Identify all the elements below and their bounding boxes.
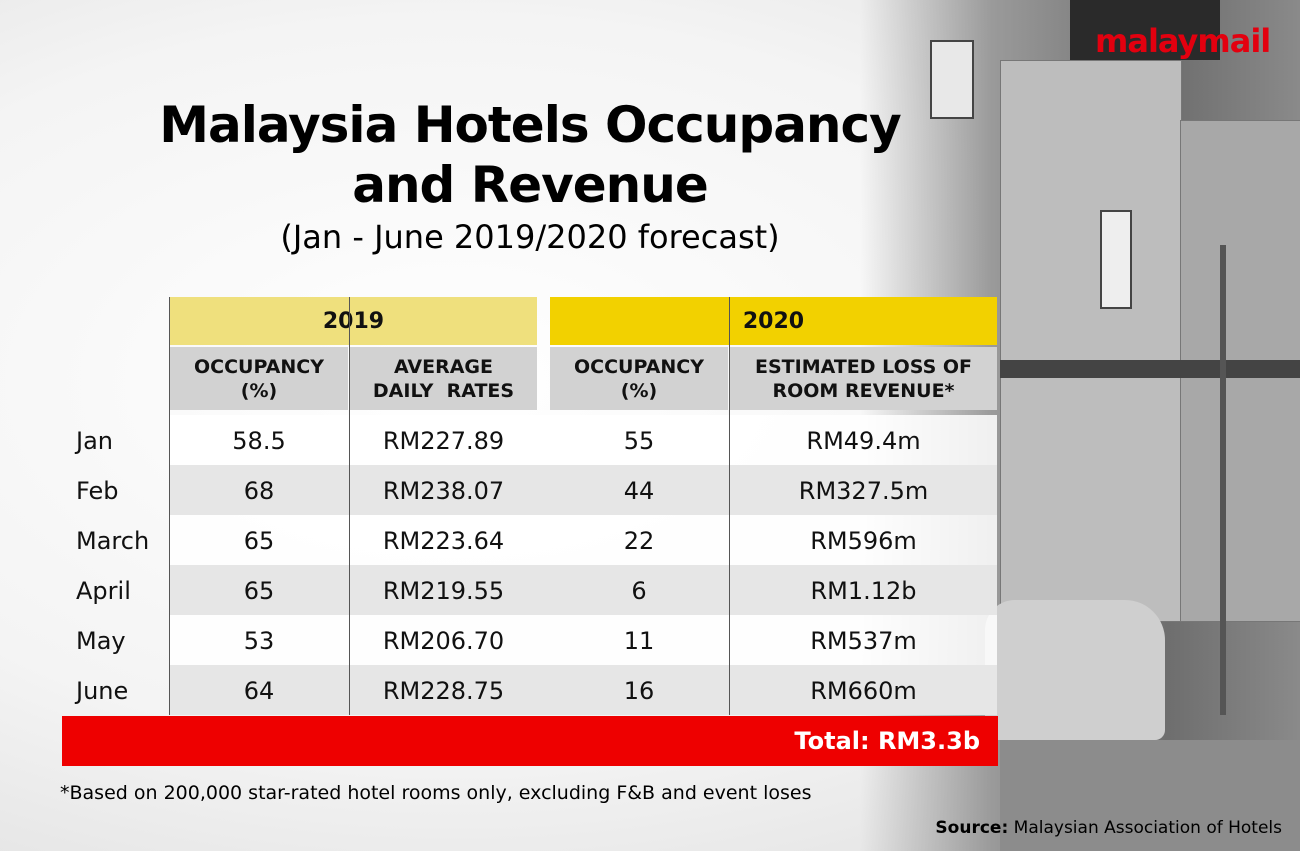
row-label: Feb	[76, 477, 119, 505]
cell: 6	[631, 577, 647, 605]
cell: RM660m	[810, 677, 917, 705]
cell: RM228.75	[382, 677, 505, 705]
cell: 58.5	[232, 427, 286, 455]
row-label: June	[76, 677, 129, 705]
cell: 16	[623, 677, 655, 705]
row-band	[170, 565, 997, 615]
source-label: Source:	[935, 818, 1009, 838]
column-header: OCCUPANCY (%)	[170, 347, 348, 410]
column-header-line: OCCUPANCY	[574, 355, 704, 378]
cell: RM223.64	[382, 527, 505, 555]
column-divider	[169, 297, 170, 715]
building	[1000, 60, 1182, 622]
cell: 11	[623, 627, 655, 655]
column-header: AVERAGE DAILY RATES	[350, 347, 537, 410]
row-band	[170, 615, 997, 665]
cell: 68	[243, 477, 275, 505]
cell: RM227.89	[382, 427, 505, 455]
column-header: ESTIMATED LOSS OF ROOM REVENUE*	[730, 347, 997, 410]
row-band	[170, 515, 997, 565]
title-line: Malaysia Hotels Occupancy	[159, 96, 902, 154]
cell: RM1.12b	[810, 577, 917, 605]
column-header-line: (%)	[240, 379, 278, 402]
row-label: March	[76, 527, 150, 555]
row-band	[170, 665, 997, 715]
sign	[1070, 0, 1220, 60]
cell: 53	[243, 627, 275, 655]
cell: 22	[623, 527, 655, 555]
cell: RM238.07	[382, 477, 505, 505]
source-text: Malaysian Association of Hotels	[1013, 818, 1282, 838]
column-header-line: AVERAGE	[393, 355, 493, 378]
cell: RM327.5m	[798, 477, 929, 505]
source: Source: Malaysian Association of Hotels	[935, 818, 1282, 838]
cell: RM596m	[810, 527, 917, 555]
car	[985, 600, 1165, 740]
row-label: Jan	[76, 427, 113, 455]
column-header: OCCUPANCY (%)	[550, 347, 728, 410]
column-header-line: ROOM REVENUE*	[772, 379, 955, 402]
cell: RM537m	[810, 627, 917, 655]
row-band	[170, 415, 997, 465]
column-header-line: (%)	[620, 379, 658, 402]
cell: 65	[243, 527, 275, 555]
group-header: 2019	[170, 297, 537, 345]
row-label: April	[76, 577, 131, 605]
sign	[930, 40, 974, 119]
lamp-post	[1220, 245, 1226, 715]
cell: 44	[623, 477, 655, 505]
title-line: and Revenue	[352, 156, 709, 214]
sign	[1100, 210, 1132, 309]
cell: RM49.4m	[806, 427, 921, 455]
total: Total: RM3.3b	[794, 727, 980, 755]
cell: 55	[623, 427, 655, 455]
column-header-line: OCCUPANCY	[194, 355, 324, 378]
total-bar	[62, 716, 998, 766]
title: Malaysia Hotels Occupancy and Revenue	[60, 95, 1000, 215]
cell: 65	[243, 577, 275, 605]
group-header: 2020	[550, 297, 997, 345]
street	[1000, 740, 1300, 851]
row-label: May	[76, 627, 126, 655]
column-header-line: ESTIMATED LOSS OF	[755, 355, 972, 378]
footnote: *Based on 200,000 star-rated hotel rooms…	[60, 782, 812, 804]
cell: RM219.55	[382, 577, 505, 605]
cell: RM206.70	[382, 627, 505, 655]
row-band	[170, 465, 997, 515]
logo: malaymail	[1095, 22, 1271, 60]
column-divider	[729, 297, 730, 715]
cell: 64	[243, 677, 275, 705]
subtitle: (Jan - June 2019/2020 forecast)	[280, 218, 780, 256]
column-header-line: DAILY RATES	[372, 379, 515, 402]
column-divider	[349, 297, 350, 715]
